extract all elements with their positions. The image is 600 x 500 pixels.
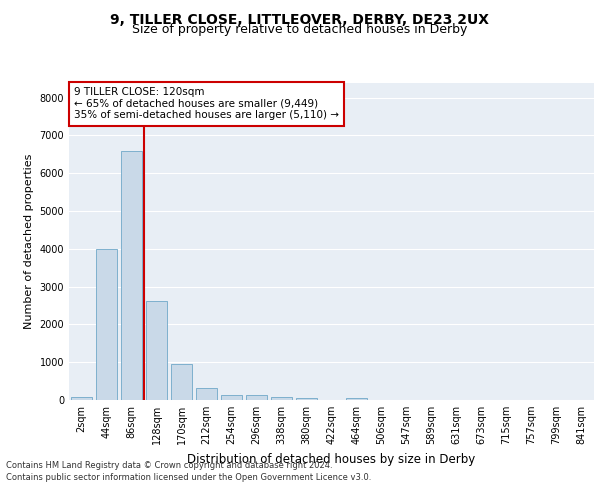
Bar [171,364,192,400]
Bar [121,150,142,400]
Bar [96,249,117,400]
Text: 9 TILLER CLOSE: 120sqm
← 65% of detached houses are smaller (9,449)
35% of semi-: 9 TILLER CLOSE: 120sqm ← 65% of detached… [74,88,339,120]
Bar [221,394,242,400]
X-axis label: Distribution of detached houses by size in Derby: Distribution of detached houses by size … [187,452,476,466]
Bar [296,398,317,400]
Bar [71,398,92,400]
Bar [346,398,367,400]
Text: Size of property relative to detached houses in Derby: Size of property relative to detached ho… [133,24,467,36]
Text: Contains HM Land Registry data © Crown copyright and database right 2024.: Contains HM Land Registry data © Crown c… [6,461,332,470]
Text: Contains public sector information licensed under the Open Government Licence v3: Contains public sector information licen… [6,474,371,482]
Bar [271,397,292,400]
Text: 9, TILLER CLOSE, LITTLEOVER, DERBY, DE23 2UX: 9, TILLER CLOSE, LITTLEOVER, DERBY, DE23… [110,12,490,26]
Bar [196,388,217,400]
Bar [246,396,267,400]
Y-axis label: Number of detached properties: Number of detached properties [24,154,34,329]
Bar [146,301,167,400]
